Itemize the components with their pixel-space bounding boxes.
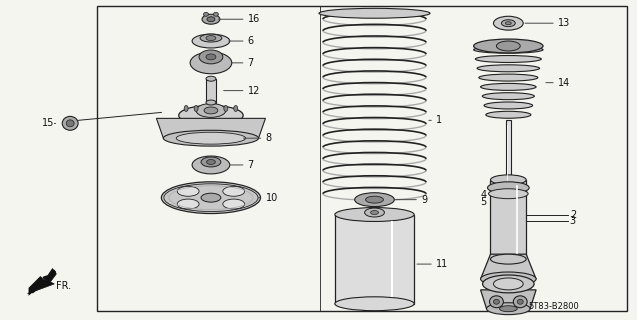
- Text: 10: 10: [266, 193, 278, 203]
- Text: 5: 5: [480, 196, 487, 207]
- Ellipse shape: [499, 306, 517, 312]
- Text: 14: 14: [558, 78, 570, 88]
- Polygon shape: [490, 180, 526, 259]
- Text: 1: 1: [436, 115, 442, 125]
- Text: 13: 13: [558, 18, 570, 28]
- Ellipse shape: [335, 297, 414, 311]
- Polygon shape: [29, 268, 56, 296]
- Ellipse shape: [163, 130, 259, 146]
- Ellipse shape: [474, 39, 543, 53]
- Text: 7: 7: [248, 160, 254, 170]
- Ellipse shape: [364, 208, 384, 217]
- Ellipse shape: [487, 182, 529, 194]
- Ellipse shape: [203, 12, 208, 16]
- Ellipse shape: [490, 254, 526, 264]
- Polygon shape: [97, 6, 627, 311]
- Ellipse shape: [201, 193, 221, 202]
- Polygon shape: [480, 290, 536, 309]
- Ellipse shape: [184, 106, 188, 111]
- Text: 6: 6: [248, 36, 254, 46]
- Ellipse shape: [335, 208, 414, 221]
- Text: 2: 2: [570, 210, 576, 220]
- Ellipse shape: [496, 41, 520, 51]
- Ellipse shape: [319, 8, 430, 18]
- Ellipse shape: [201, 157, 221, 167]
- Ellipse shape: [517, 299, 523, 304]
- Text: 5T83-B2800: 5T83-B2800: [528, 302, 579, 311]
- Ellipse shape: [62, 116, 78, 130]
- Ellipse shape: [194, 106, 198, 111]
- Ellipse shape: [176, 132, 246, 144]
- Text: 4: 4: [480, 190, 487, 200]
- Ellipse shape: [200, 34, 222, 42]
- Ellipse shape: [371, 211, 378, 214]
- Ellipse shape: [490, 175, 526, 185]
- Ellipse shape: [213, 12, 218, 16]
- Ellipse shape: [234, 106, 238, 111]
- Polygon shape: [157, 118, 266, 138]
- Text: 3: 3: [570, 216, 576, 227]
- Ellipse shape: [223, 186, 245, 196]
- Ellipse shape: [192, 34, 230, 48]
- Ellipse shape: [206, 100, 216, 105]
- Text: FR.: FR.: [56, 281, 71, 291]
- Ellipse shape: [177, 199, 199, 209]
- Ellipse shape: [494, 278, 523, 290]
- Ellipse shape: [223, 199, 245, 209]
- Text: 11: 11: [436, 259, 448, 269]
- Text: 7: 7: [248, 58, 254, 68]
- Polygon shape: [206, 79, 216, 102]
- Text: 16: 16: [248, 14, 260, 24]
- Polygon shape: [335, 214, 414, 304]
- Text: 15: 15: [43, 118, 55, 128]
- Ellipse shape: [366, 196, 383, 203]
- Ellipse shape: [161, 182, 261, 213]
- Ellipse shape: [206, 76, 216, 81]
- Text: 8: 8: [266, 133, 271, 143]
- Ellipse shape: [202, 14, 220, 24]
- Text: 9: 9: [421, 195, 427, 205]
- Polygon shape: [27, 270, 56, 294]
- Ellipse shape: [177, 186, 199, 196]
- Ellipse shape: [204, 107, 218, 114]
- Ellipse shape: [179, 106, 243, 125]
- Text: 12: 12: [248, 86, 260, 96]
- Polygon shape: [506, 120, 511, 185]
- Ellipse shape: [192, 156, 230, 174]
- Ellipse shape: [489, 189, 528, 199]
- Ellipse shape: [479, 74, 538, 81]
- Ellipse shape: [486, 111, 531, 118]
- Ellipse shape: [494, 16, 523, 30]
- Ellipse shape: [224, 106, 228, 111]
- Ellipse shape: [206, 159, 215, 164]
- Ellipse shape: [199, 50, 223, 64]
- Ellipse shape: [480, 272, 536, 286]
- Ellipse shape: [482, 93, 534, 100]
- Ellipse shape: [501, 20, 515, 27]
- Ellipse shape: [207, 17, 215, 22]
- Polygon shape: [480, 254, 536, 279]
- Ellipse shape: [505, 22, 512, 25]
- Ellipse shape: [206, 54, 216, 60]
- Ellipse shape: [206, 36, 216, 41]
- Ellipse shape: [474, 46, 543, 53]
- Ellipse shape: [475, 56, 541, 62]
- Ellipse shape: [66, 120, 74, 127]
- Ellipse shape: [190, 52, 232, 74]
- Ellipse shape: [489, 296, 503, 308]
- Ellipse shape: [494, 299, 499, 304]
- Ellipse shape: [477, 65, 540, 72]
- Ellipse shape: [196, 103, 225, 117]
- Ellipse shape: [513, 296, 527, 308]
- Ellipse shape: [487, 303, 530, 315]
- Ellipse shape: [483, 275, 534, 293]
- Ellipse shape: [355, 193, 394, 207]
- Ellipse shape: [484, 102, 533, 109]
- Ellipse shape: [480, 84, 536, 90]
